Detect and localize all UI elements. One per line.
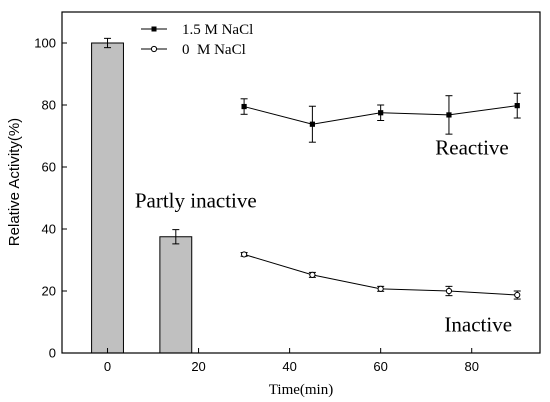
y-tick-label-4: 80 [42, 98, 56, 113]
series-1-point-2 [377, 285, 384, 292]
plot-frame [61, 11, 541, 354]
series-1-point-4 [514, 291, 521, 299]
series-1-point-0 [240, 251, 248, 258]
series-1-point-3 [445, 287, 453, 295]
x-tick-label-2: 40 [282, 359, 296, 374]
bar-1 [159, 236, 193, 354]
legend: 1.5 M NaCl 0 M NaCl [141, 22, 253, 58]
y-tick-label-1: 20 [42, 284, 56, 299]
annotation-partly-inactive: Partly inactive [135, 188, 257, 212]
lines-layer [240, 92, 521, 300]
x-axis-label: Time(min) [269, 382, 333, 398]
series-0-point-1 [309, 121, 315, 127]
series-0-point-3 [446, 112, 452, 118]
annotation-inactive: Inactive [444, 312, 512, 336]
series-0-point-0 [241, 103, 247, 110]
x-tick-label-1: 20 [191, 359, 205, 374]
y-tick-label-3: 60 [42, 160, 56, 175]
y-tick-label-2: 40 [42, 222, 56, 237]
legend-marker-open-circle [150, 45, 158, 53]
x-tick-label-3: 60 [373, 359, 387, 374]
legend-marker-filled-square [151, 26, 157, 32]
ticks-layer: 0 20 40 60 80 0 20 40 60 80 100 [34, 36, 479, 375]
legend-label-1: 1.5 M NaCl [182, 22, 253, 38]
bar-0 [91, 42, 124, 354]
annotation-reactive: Reactive [435, 136, 508, 160]
series-0-point-2 [378, 110, 384, 116]
y-axis-label: Relative Activity(%) [6, 118, 23, 246]
series-1-point-1 [309, 271, 316, 278]
bars-layer [91, 37, 193, 354]
series-0-point-4 [514, 103, 520, 109]
y-tick-label-5: 100 [34, 36, 56, 51]
legend-label-2: 0 M NaCl [182, 42, 246, 58]
x-tick-label-0: 0 [104, 359, 111, 374]
x-tick-label-4: 80 [464, 359, 478, 374]
y-tick-label-0: 0 [49, 346, 56, 361]
